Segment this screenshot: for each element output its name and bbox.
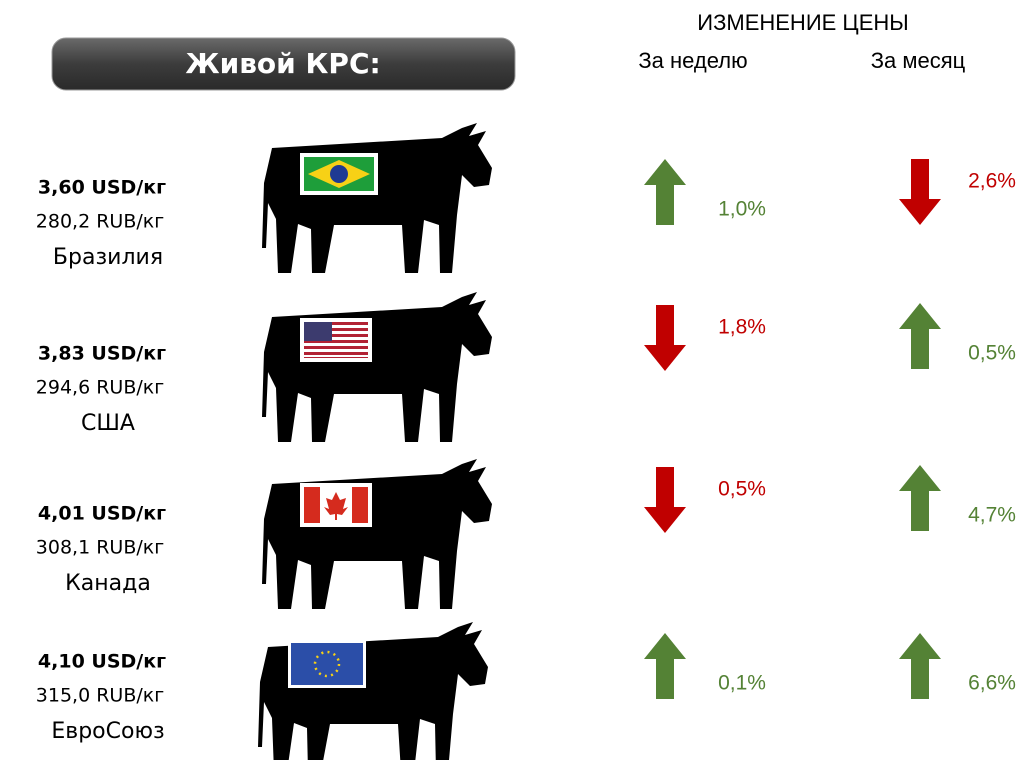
month-change: 2,6% xyxy=(968,170,1016,193)
usd-price: 3,60 USD/кг xyxy=(38,177,166,199)
usd-price: 4,01 USD/кг xyxy=(38,503,166,525)
week-arrow xyxy=(644,633,686,699)
month-arrow xyxy=(899,159,941,225)
month-label: За месяц xyxy=(871,48,966,73)
week-change: 0,1% xyxy=(718,672,766,695)
usd-price: 3,83 USD/кг xyxy=(38,343,166,365)
week-arrow xyxy=(644,305,686,371)
country: Канада xyxy=(65,571,151,596)
rub-price: 294,6 RUB/кг xyxy=(36,377,164,399)
title-bar xyxy=(51,37,516,91)
rub-price: 315,0 RUB/кг xyxy=(36,685,164,707)
week-change: 0,5% xyxy=(718,478,766,501)
flag-brazil xyxy=(262,123,492,273)
title: Живой КРС: xyxy=(185,47,380,80)
month-change: 4,7% xyxy=(968,504,1016,527)
country: ЕвроСоюз xyxy=(51,719,164,744)
week-change: 1,8% xyxy=(718,316,766,339)
flag-usa xyxy=(262,292,492,442)
week-arrow xyxy=(644,159,686,225)
week-change: 1,0% xyxy=(718,198,766,221)
country: США xyxy=(81,411,135,436)
rub-price: 308,1 RUB/кг xyxy=(36,537,164,559)
month-change: 0,5% xyxy=(968,342,1016,365)
week-label: За неделю xyxy=(638,48,747,73)
flag-eu xyxy=(258,622,488,760)
month-arrow xyxy=(899,303,941,369)
month-arrow xyxy=(899,633,941,699)
rows: 3,60 USD/кг 280,2 RUB/кг Бразилия 1,0% 2,6% 3… xyxy=(36,159,1016,744)
flag-canada xyxy=(262,459,492,609)
usd-price: 4,10 USD/кг xyxy=(38,651,166,673)
month-change: 6,6% xyxy=(968,672,1016,695)
week-arrow xyxy=(644,467,686,533)
change-label: ИЗМЕНЕНИЕ ЦЕНЫ xyxy=(697,10,908,35)
rub-price: 280,2 RUB/кг xyxy=(36,211,164,233)
country: Бразилия xyxy=(53,245,163,270)
month-arrow xyxy=(899,465,941,531)
